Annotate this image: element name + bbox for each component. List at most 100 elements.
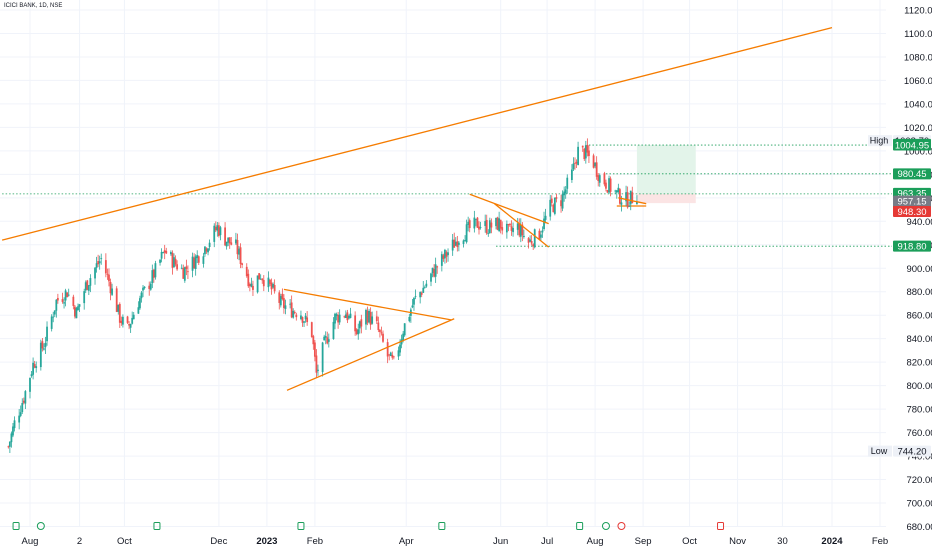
- candle-down: [355, 329, 358, 334]
- candle-up: [219, 227, 222, 236]
- x-tick-label: Nov: [729, 536, 746, 547]
- candle-down: [360, 319, 363, 327]
- candle-down: [205, 248, 208, 252]
- candle-down: [230, 242, 233, 245]
- candle-up: [139, 298, 141, 309]
- y-tick-label: 1000.00: [904, 146, 932, 157]
- candle-up: [279, 296, 282, 306]
- target-zone: [636, 145, 696, 194]
- candle-up: [594, 162, 597, 167]
- candle-down: [606, 190, 609, 193]
- label-bg: [893, 240, 931, 252]
- label-bg: [893, 206, 931, 218]
- candle-up: [358, 321, 361, 329]
- candle-down: [386, 342, 389, 357]
- candle-down: [248, 284, 251, 287]
- candle-down: [214, 226, 217, 231]
- candle-up: [454, 241, 457, 246]
- candle-down: [61, 299, 64, 302]
- label-prefix-bg: [868, 445, 892, 457]
- candle-down: [609, 178, 612, 192]
- candle-up: [608, 178, 610, 193]
- candle-down: [379, 329, 381, 332]
- trendlines: [1, 26, 833, 391]
- label-bg: [893, 445, 931, 457]
- candle-down: [574, 162, 576, 164]
- candle-up: [566, 177, 569, 189]
- candle-down: [41, 341, 44, 349]
- candle-up: [117, 304, 120, 312]
- candle-down: [366, 310, 369, 323]
- x-tick-label: Apr: [399, 536, 414, 547]
- dividend-icon: [576, 522, 584, 530]
- candle-down: [377, 322, 380, 331]
- candle-up: [620, 202, 623, 205]
- candle-down: [391, 354, 394, 358]
- candle-up: [636, 201, 638, 205]
- candle-up: [300, 315, 302, 319]
- candle-down: [588, 150, 590, 157]
- high-line-label: 1004.95: [893, 139, 931, 151]
- candle-up: [149, 283, 152, 290]
- candle-up: [408, 316, 411, 322]
- candle-up: [334, 313, 336, 324]
- candle-up: [202, 256, 205, 264]
- dividend-icon: [438, 522, 446, 530]
- candle-up: [335, 314, 338, 317]
- label-text: 963.35: [897, 189, 926, 200]
- candle-down: [538, 230, 541, 240]
- event-markers: [12, 522, 725, 530]
- candle-up: [94, 267, 96, 279]
- candle-down: [442, 255, 445, 259]
- candle-down: [382, 333, 384, 342]
- candle-down: [631, 192, 634, 204]
- candle-up: [284, 305, 287, 309]
- candle-up: [292, 310, 295, 318]
- candle-up: [440, 254, 443, 266]
- candle-up: [207, 248, 209, 253]
- candle-up: [584, 145, 587, 159]
- candle-down: [152, 269, 155, 278]
- candle-down: [496, 217, 499, 230]
- candle-up: [267, 277, 270, 288]
- candle-down: [295, 314, 298, 318]
- candle-up: [411, 305, 414, 308]
- candle-up: [75, 308, 78, 319]
- candle-up: [323, 336, 326, 341]
- x-tick-label: Oct: [117, 536, 132, 547]
- label-bg: [893, 168, 931, 180]
- y-tick-label: 1040.00: [904, 99, 932, 110]
- candle-down: [592, 155, 595, 168]
- candle-up: [154, 263, 157, 278]
- candle-up: [18, 415, 21, 423]
- candle-down: [527, 238, 530, 243]
- label-text: 980.45: [897, 169, 926, 180]
- dividend-icon: [297, 522, 305, 530]
- candle-up: [543, 218, 545, 230]
- candle-up: [413, 297, 415, 305]
- candle-down: [228, 237, 231, 244]
- candle-down: [313, 342, 316, 357]
- candle-up: [338, 314, 341, 323]
- candle-up: [78, 304, 81, 307]
- candle-down: [532, 244, 535, 247]
- candle-up: [519, 224, 522, 237]
- candle-down: [73, 306, 76, 317]
- candle-down: [380, 332, 383, 334]
- candle-down: [521, 224, 524, 236]
- candle-up: [572, 163, 575, 170]
- candle-up: [53, 310, 56, 315]
- candle-down: [312, 336, 315, 345]
- candle-down: [224, 227, 226, 246]
- candle-down: [468, 220, 471, 229]
- candle-down: [283, 298, 285, 308]
- candle-up: [544, 215, 547, 220]
- candle-up: [488, 220, 491, 234]
- candle-up: [100, 258, 103, 259]
- candle-up: [371, 316, 374, 324]
- candle-down: [507, 224, 510, 226]
- candle-down: [575, 161, 578, 164]
- candle-up: [615, 190, 618, 193]
